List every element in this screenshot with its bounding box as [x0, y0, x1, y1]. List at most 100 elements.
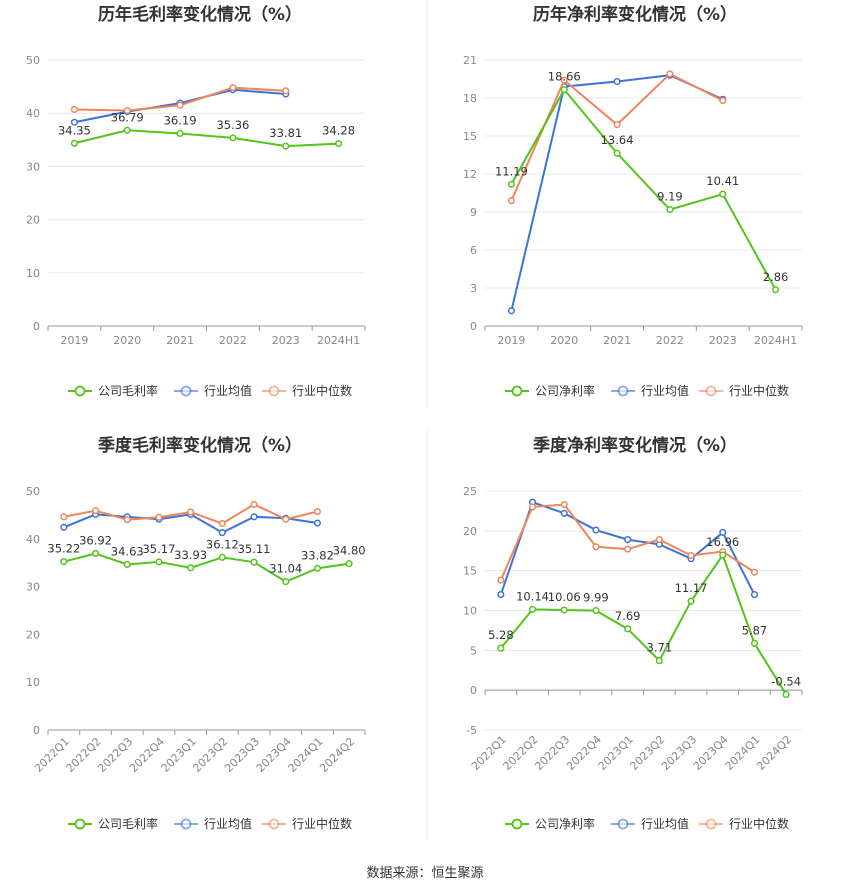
data-point-company: [782, 690, 790, 699]
legend-item-median: 行业中位数: [699, 383, 789, 398]
annual-gross-margin-chart: 历年毛利率变化情况（%） 0 10 20 30 40 50 2019 2020 2021 2022 2…: [0, 0, 425, 410]
x-tick-label: 2020: [550, 334, 578, 347]
data-label: 34.80: [333, 544, 366, 558]
data-point-avg: [313, 519, 322, 527]
legend-label: 公司毛利率: [98, 383, 158, 398]
data-label: 18.66: [548, 70, 581, 84]
data-point-median: [229, 84, 237, 92]
y-tick-label: 5: [470, 644, 477, 657]
series-line-company: [510, 87, 777, 291]
data-label: 36.92: [79, 534, 112, 548]
legend-marker: [74, 385, 86, 397]
y-tick-label: 6: [470, 244, 477, 257]
annual-net-margin-svg: 历年净利率变化情况（%） 0 3 6 9 12 15 18 21 2019 2020 2021 2022…: [463, 4, 803, 398]
data-point-company: [313, 564, 322, 572]
data-point-median: [592, 543, 600, 551]
data-point-median: [666, 70, 674, 78]
x-tick-label: 2021: [603, 334, 631, 347]
x-tick-label: 2024H1: [754, 334, 797, 347]
y-tick-label: 15: [463, 130, 477, 143]
x-tick-label: 2023: [709, 334, 737, 347]
legend-marker: [511, 818, 523, 830]
data-point-median: [92, 507, 100, 515]
x-tick-label: 2019: [60, 334, 88, 347]
data-label: 33.81: [269, 126, 302, 140]
y-tick-label: 25: [463, 485, 477, 498]
data-label: 35.22: [47, 542, 80, 556]
legend-marker: [511, 385, 523, 397]
data-point-median: [624, 545, 632, 553]
y-tick-label: 30: [26, 160, 40, 173]
x-tick-label: 2024H1: [317, 334, 360, 347]
legend-label: 行业中位数: [292, 383, 352, 398]
legend-marker: [268, 818, 280, 830]
x-tick-label: 2022: [219, 334, 247, 347]
legend-label: 行业均值: [641, 383, 689, 398]
data-label: 13.64: [601, 133, 634, 147]
data-label: 10.41: [706, 174, 739, 188]
quarterly-gross-margin-svg: 季度毛利率变化情况（%）010203040502022Q12022Q22022Q…: [26, 435, 366, 831]
y-tick-label: 50: [26, 485, 40, 498]
data-point-company: [750, 639, 759, 647]
data-point-avg: [70, 118, 78, 126]
chart-title: 季度毛利率变化情况（%）: [98, 435, 302, 456]
data-label: 5.28: [488, 628, 514, 642]
data-point-company: [218, 553, 226, 561]
y-tick-label: 0: [470, 320, 477, 333]
data-point-median: [507, 197, 515, 205]
y-tick-label: 18: [463, 92, 477, 105]
data-point-median: [529, 503, 537, 511]
data-point-company: [666, 206, 674, 214]
data-point-company: [70, 139, 78, 147]
data-source-note: 数据来源：恒生聚源: [366, 866, 484, 881]
data-label: 35.11: [238, 542, 271, 556]
legend-marker: [74, 818, 86, 830]
data-label: 31.04: [269, 562, 302, 576]
x-tick-label: 2023: [272, 334, 300, 347]
legend-label: 行业均值: [204, 816, 252, 831]
data-label: 35.36: [216, 118, 249, 132]
data-point-median: [497, 576, 505, 584]
data-label: 10.14: [516, 589, 549, 603]
data-point-median: [176, 101, 184, 109]
legend-marker: [268, 385, 280, 397]
data-point-company: [560, 86, 568, 94]
data-point-company: [176, 129, 184, 138]
data-label: 2.86: [763, 270, 789, 284]
quarterly-net-margin-svg: 季度净利率变化情况（%）-505101520252022Q12022Q22022…: [463, 435, 803, 831]
data-point-median: [750, 568, 759, 576]
legend-label: 行业均值: [204, 383, 252, 398]
annual-gross-margin-svg: 历年毛利率变化情况（%） 0 10 20 30 40 50 2019 2020 2021 2022 2…: [26, 4, 366, 398]
y-tick-label: 21: [463, 54, 477, 67]
vertical-divider-bottom: [427, 430, 428, 840]
y-tick-label: 10: [26, 267, 40, 280]
data-point-median: [155, 513, 163, 521]
data-label: 11.19: [495, 164, 528, 178]
legend-marker: [180, 385, 192, 397]
series-line-company: [500, 552, 787, 695]
data-point-company: [529, 605, 537, 613]
data-point-median: [560, 76, 568, 84]
y-tick-label: 10: [26, 676, 40, 689]
data-point-company: [250, 558, 258, 566]
data-point-company: [655, 657, 663, 665]
legend-marker: [180, 818, 192, 830]
chart-title: 历年净利率变化情况（%）: [533, 4, 737, 25]
data-point-company: [123, 560, 131, 569]
y-tick-label: 9: [470, 206, 477, 219]
chart-title: 季度净利率变化情况（%）: [533, 435, 737, 456]
quarterly-net-margin-chart: 季度净利率变化情况（%） -5 0 5 10 15 20 25 2022Q1 2022Q2 2022…: [425, 428, 850, 848]
legend-item-company: 公司毛利率: [68, 383, 158, 398]
y-tick-label: 50: [26, 54, 40, 67]
y-tick-label: 3: [470, 282, 477, 295]
legend-marker: [617, 385, 629, 397]
data-point-company: [687, 597, 695, 605]
series-line-company: [74, 129, 339, 148]
data-point-median: [719, 96, 727, 105]
data-label: 35.17: [142, 542, 175, 556]
data-point-company: [719, 551, 727, 559]
data-point-company: [592, 607, 600, 615]
data-point-company: [229, 134, 237, 142]
legend-item-avg: 行业均值: [611, 383, 689, 398]
y-tick-label: 40: [26, 533, 40, 546]
